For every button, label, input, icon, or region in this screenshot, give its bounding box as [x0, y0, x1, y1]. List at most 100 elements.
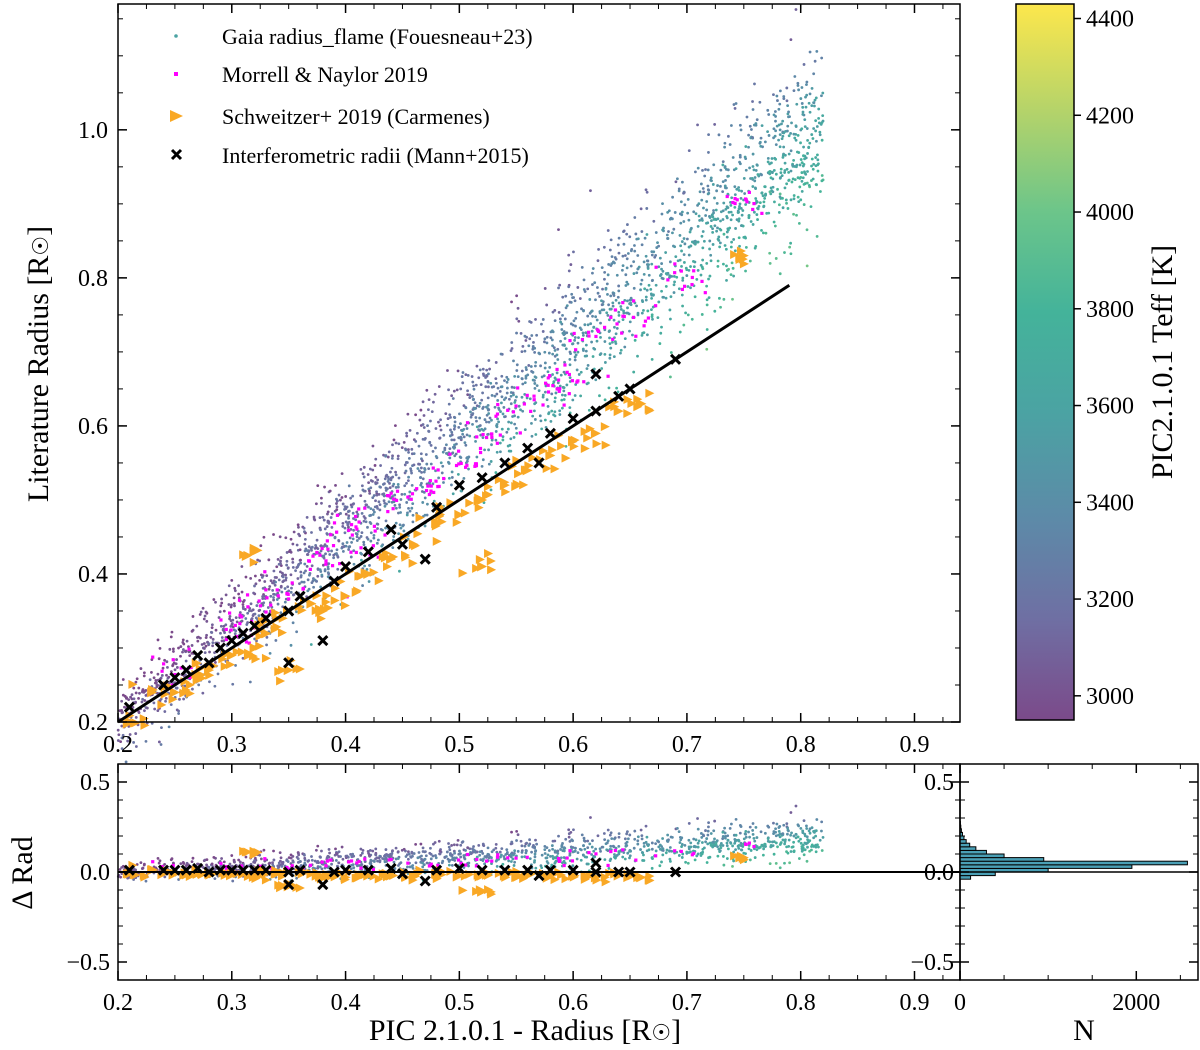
morrell-point [335, 513, 340, 517]
residual-gaia-point [335, 852, 338, 855]
residual-gaia-point [814, 845, 818, 849]
residual-gaia-point [789, 833, 792, 837]
gaia-point [705, 284, 709, 288]
gaia-point [735, 187, 739, 191]
gaia-point [782, 131, 786, 135]
residual-gaia-point [678, 835, 682, 839]
gaia-point [553, 308, 557, 312]
residual-gaia-point [567, 828, 571, 832]
gaia-point [473, 407, 476, 411]
morrell-point [224, 627, 228, 632]
gaia-point [368, 491, 372, 495]
residual-gaia-point [642, 859, 646, 862]
gaia-point [591, 283, 594, 286]
gaia-point [330, 549, 333, 553]
gaia-point [658, 342, 662, 345]
gaia-point [725, 235, 729, 239]
gaia-point [817, 116, 821, 120]
gaia-point [256, 558, 260, 562]
residual-gaia-point [466, 846, 470, 850]
residual-gaia-point [512, 864, 516, 867]
residual-morrell-point [744, 842, 748, 846]
gaia-point [366, 473, 370, 476]
gaia-point [753, 179, 757, 183]
gaia-point [487, 462, 491, 466]
gaia-point [812, 127, 816, 130]
residual-gaia-point [429, 857, 433, 861]
gaia-point [421, 423, 425, 426]
gaia-point [750, 177, 754, 180]
residual-gaia-point [302, 852, 306, 856]
gaia-point [594, 315, 598, 319]
gaia-point [561, 331, 565, 335]
morrell-point [506, 408, 510, 412]
morrell-point [385, 493, 390, 498]
residual-gaia-point [516, 849, 520, 853]
residual-gaia-point [799, 837, 802, 841]
gaia-point [388, 486, 392, 490]
gaia-point [369, 507, 373, 511]
gaia-point [468, 393, 472, 397]
gaia-point [598, 311, 602, 315]
residual-gaia-point [583, 847, 587, 851]
residual-gaia-point [316, 866, 320, 870]
morrell-point [318, 553, 322, 557]
residual-gaia-point [719, 846, 723, 850]
residual-gaia-point [573, 849, 577, 853]
morrell-point [597, 329, 601, 333]
gaia-point [712, 211, 715, 215]
residual-gaia-point [716, 845, 719, 849]
gaia-point [345, 541, 349, 544]
gaia-point [671, 231, 674, 235]
residual-gaia-point [420, 857, 423, 861]
gaia-point [405, 461, 409, 464]
gaia-point [719, 305, 722, 309]
schweitzer-point [542, 463, 552, 473]
gaia-point [481, 436, 485, 439]
residual-gaia-point [786, 826, 790, 830]
residual-gaia-point [763, 842, 767, 846]
gaia-point [543, 361, 547, 365]
residual-gaia-point [419, 860, 423, 864]
gaia-point [787, 110, 790, 114]
gaia-point [341, 542, 345, 546]
gaia-point [815, 235, 819, 238]
gaia-point [628, 298, 632, 302]
gaia-point [564, 294, 568, 298]
gaia-point [330, 525, 334, 529]
gaia-point [465, 427, 469, 430]
gaia-point [770, 157, 774, 160]
residual-gaia-point [748, 835, 751, 839]
gaia-point [410, 447, 414, 451]
gaia-point [506, 427, 510, 431]
residual-gaia-point [704, 840, 708, 844]
gaia-point [636, 237, 640, 241]
y-tick-label: 1.0 [78, 118, 108, 144]
gaia-point [730, 261, 734, 265]
residual-gaia-point [626, 830, 629, 834]
gaia-point [475, 419, 478, 423]
gaia-point [623, 254, 627, 257]
morrell-point [567, 372, 571, 377]
residual-gaia-point [760, 843, 764, 847]
gaia-point [706, 184, 710, 188]
residual-gaia-point [388, 855, 391, 859]
gaia-point [382, 499, 386, 503]
gaia-point [793, 165, 797, 168]
morrell-point [454, 463, 459, 468]
residual-gaia-point [683, 844, 687, 847]
residual-mann-point [123, 864, 135, 876]
gaia-point [150, 658, 154, 661]
gaia-point [646, 309, 650, 313]
gaia-point [181, 650, 184, 654]
gaia-point [678, 234, 682, 237]
gaia-point [792, 212, 795, 216]
gaia-point [794, 8, 798, 11]
residual-gaia-point [751, 822, 755, 825]
gaia-point [615, 273, 619, 277]
gaia-point [814, 119, 818, 123]
gaia-point [157, 740, 161, 744]
gaia-point [548, 366, 552, 369]
gaia-point [335, 552, 338, 555]
gaia-point [272, 533, 275, 536]
